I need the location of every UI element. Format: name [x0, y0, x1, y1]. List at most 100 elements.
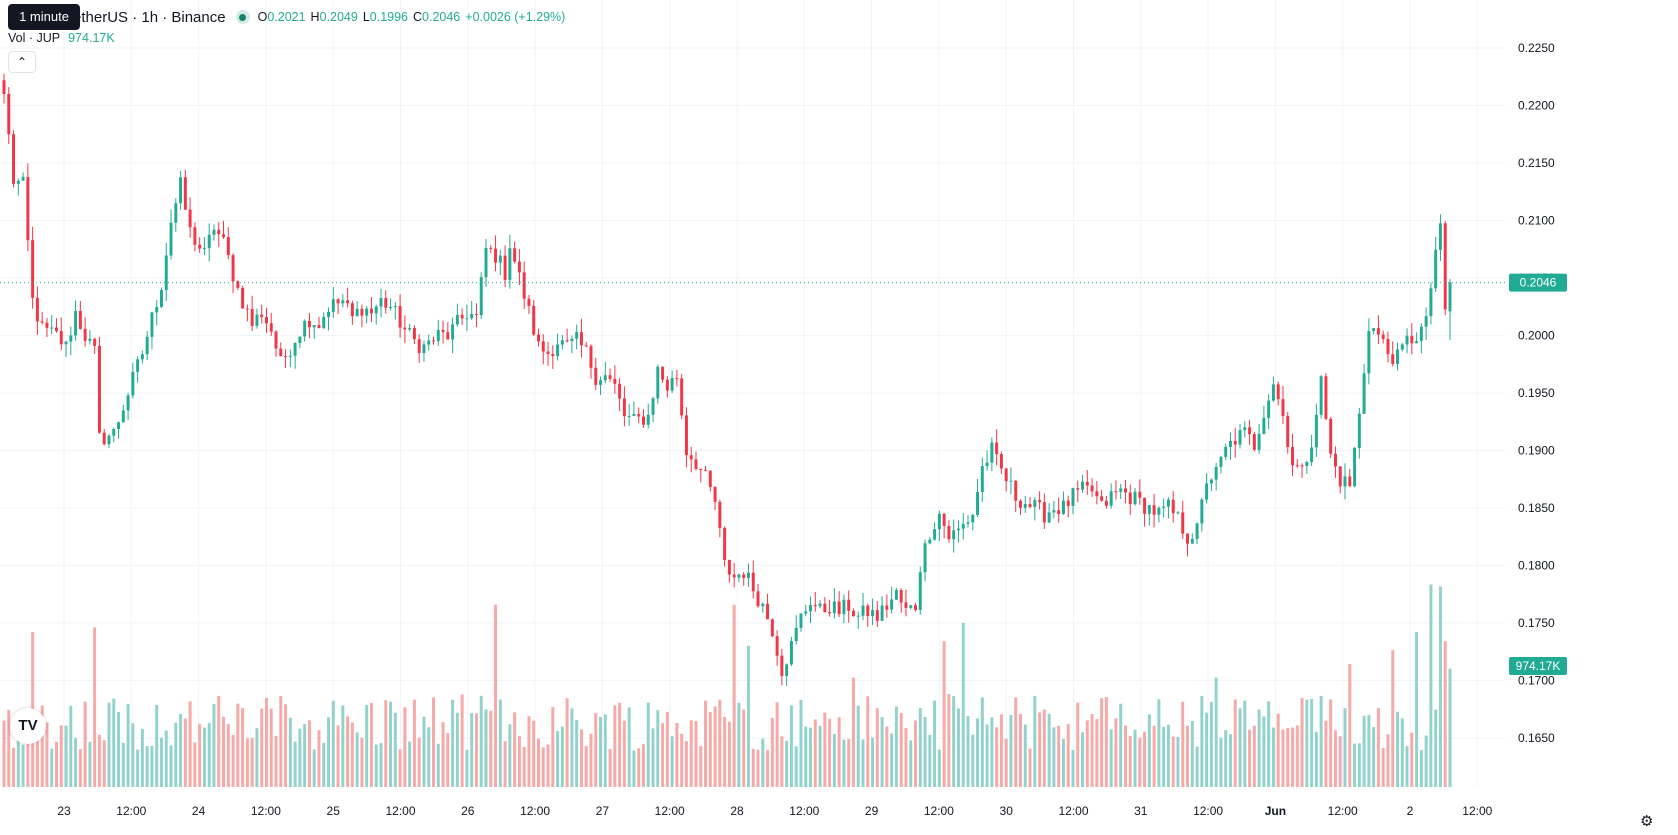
candle-body[interactable]	[990, 442, 994, 463]
candle-body[interactable]	[1028, 504, 1032, 507]
candle-body[interactable]	[675, 378, 679, 380]
candle-body[interactable]	[83, 328, 87, 341]
candle-body[interactable]	[1047, 512, 1051, 523]
symbol-title[interactable]: etherUS · 1h · Binance	[73, 8, 226, 26]
candle-body[interactable]	[880, 605, 884, 621]
candle-body[interactable]	[751, 572, 755, 592]
candle-body[interactable]	[1267, 400, 1271, 418]
candle-body[interactable]	[1104, 500, 1108, 506]
candle-body[interactable]	[560, 340, 564, 345]
candle-body[interactable]	[1376, 328, 1380, 335]
candle-body[interactable]	[708, 470, 712, 488]
candle-body[interactable]	[1310, 447, 1314, 463]
candle-body[interactable]	[1085, 481, 1089, 486]
candle-body[interactable]	[823, 603, 827, 613]
candle-body[interactable]	[269, 323, 273, 332]
candle-body[interactable]	[1386, 339, 1390, 355]
candle-body[interactable]	[1061, 500, 1065, 515]
candle-body[interactable]	[193, 227, 197, 245]
candle-body[interactable]	[1128, 492, 1132, 505]
candle-body[interactable]	[1190, 538, 1194, 544]
candle-body[interactable]	[403, 327, 407, 330]
candle-body[interactable]	[1238, 430, 1242, 445]
candle-body[interactable]	[928, 539, 932, 544]
candle-body[interactable]	[1281, 399, 1285, 417]
candle-body[interactable]	[1095, 491, 1099, 497]
candle-body[interactable]	[995, 442, 999, 455]
candle-body[interactable]	[455, 314, 459, 325]
candle-body[interactable]	[50, 327, 54, 329]
candle-body[interactable]	[1391, 354, 1395, 365]
candle-body[interactable]	[1381, 334, 1385, 340]
candle-body[interactable]	[694, 459, 698, 470]
candle-body[interactable]	[59, 331, 63, 345]
candle-body[interactable]	[976, 491, 980, 515]
candle-body[interactable]	[1071, 488, 1075, 507]
candle-body[interactable]	[513, 248, 517, 262]
candle-body[interactable]	[689, 455, 693, 460]
candle-body[interactable]	[74, 311, 78, 336]
candle-body[interactable]	[1262, 417, 1266, 434]
candle-body[interactable]	[570, 338, 574, 341]
candle-body[interactable]	[937, 513, 941, 530]
candle-body[interactable]	[885, 605, 889, 610]
candle-body[interactable]	[1195, 523, 1199, 539]
candle-body[interactable]	[417, 339, 421, 354]
candle-body[interactable]	[1233, 441, 1237, 445]
candle-body[interactable]	[603, 375, 607, 381]
candle-body[interactable]	[1291, 447, 1294, 466]
candle-body[interactable]	[465, 318, 469, 320]
candle-body[interactable]	[1329, 418, 1333, 454]
candle-body[interactable]	[412, 328, 416, 340]
candle-body[interactable]	[1114, 491, 1118, 493]
candle-body[interactable]	[384, 297, 388, 308]
candle-body[interactable]	[933, 529, 937, 540]
candle-body[interactable]	[541, 341, 545, 352]
candle-body[interactable]	[369, 308, 373, 314]
candle-body[interactable]	[484, 247, 488, 278]
candle-body[interactable]	[1429, 288, 1433, 317]
candle-body[interactable]	[40, 321, 44, 323]
candle-body[interactable]	[31, 240, 35, 298]
candle-body[interactable]	[742, 574, 746, 578]
candle-body[interactable]	[217, 229, 221, 235]
candle-body[interactable]	[608, 375, 612, 379]
candle-body[interactable]	[2, 80, 6, 94]
candle-body[interactable]	[145, 336, 149, 355]
candle-body[interactable]	[665, 379, 669, 391]
candle-body[interactable]	[331, 299, 335, 312]
candle-body[interactable]	[379, 297, 383, 307]
candle-body[interactable]	[775, 636, 779, 656]
candle-body[interactable]	[637, 414, 641, 417]
candle-body[interactable]	[942, 513, 946, 526]
candle-body[interactable]	[961, 523, 965, 529]
candle-body[interactable]	[1415, 341, 1419, 344]
candle-body[interactable]	[12, 134, 16, 184]
candle-body[interactable]	[1176, 512, 1180, 514]
candle-body[interactable]	[365, 308, 369, 316]
gear-icon[interactable]: ⚙	[1640, 813, 1654, 830]
candle-body[interactable]	[150, 312, 154, 337]
candle-body[interactable]	[422, 344, 426, 354]
candle-body[interactable]	[1081, 481, 1085, 490]
candle-body[interactable]	[1396, 349, 1399, 365]
candle-body[interactable]	[909, 605, 913, 608]
candle-body[interactable]	[956, 528, 960, 531]
candle-body[interactable]	[160, 290, 163, 308]
candle-body[interactable]	[904, 602, 908, 608]
chevron-up-icon[interactable]: ⌃	[8, 51, 36, 73]
candle-body[interactable]	[1410, 335, 1414, 344]
candle-body[interactable]	[393, 306, 397, 308]
candle-body[interactable]	[1152, 505, 1156, 515]
candle-body[interactable]	[474, 314, 478, 316]
candle-body[interactable]	[164, 255, 168, 291]
candle-body[interactable]	[1353, 447, 1357, 487]
candle-body[interactable]	[1338, 466, 1342, 487]
candle-body[interactable]	[1133, 491, 1137, 505]
candle-body[interactable]	[923, 543, 927, 573]
candle-body[interactable]	[441, 329, 445, 333]
candle-body[interactable]	[842, 599, 846, 615]
candle-body[interactable]	[1138, 491, 1142, 498]
candle-body[interactable]	[350, 303, 354, 317]
candle-body[interactable]	[202, 248, 206, 250]
